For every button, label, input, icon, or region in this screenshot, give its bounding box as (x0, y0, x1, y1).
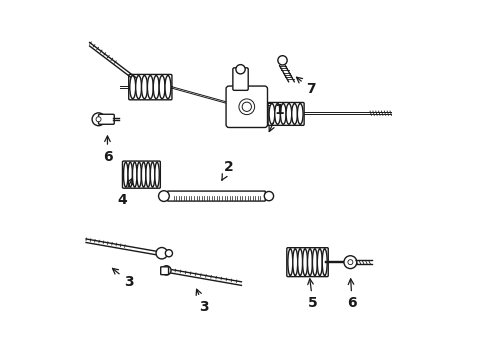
Circle shape (159, 191, 169, 202)
Ellipse shape (303, 249, 308, 275)
FancyBboxPatch shape (168, 191, 266, 201)
Ellipse shape (298, 249, 303, 275)
Text: 4: 4 (117, 178, 132, 207)
Circle shape (264, 192, 273, 201)
Circle shape (278, 56, 287, 65)
Ellipse shape (146, 162, 150, 187)
Ellipse shape (132, 162, 137, 187)
Circle shape (239, 99, 255, 114)
Circle shape (348, 260, 353, 265)
Ellipse shape (275, 104, 280, 124)
Text: 5: 5 (308, 279, 318, 310)
Ellipse shape (153, 76, 159, 99)
Circle shape (242, 102, 251, 111)
Ellipse shape (280, 104, 286, 124)
Circle shape (236, 64, 245, 74)
Text: 7: 7 (296, 77, 316, 96)
Text: 6: 6 (103, 136, 112, 164)
FancyBboxPatch shape (98, 114, 114, 124)
FancyBboxPatch shape (233, 68, 248, 90)
Circle shape (96, 117, 101, 122)
Circle shape (344, 256, 357, 269)
Text: 1: 1 (269, 103, 284, 131)
Text: 3: 3 (196, 289, 209, 314)
Ellipse shape (155, 162, 159, 187)
Ellipse shape (308, 249, 313, 275)
Circle shape (156, 248, 168, 259)
FancyBboxPatch shape (226, 86, 268, 127)
Ellipse shape (147, 76, 153, 99)
Ellipse shape (269, 104, 275, 124)
Text: 6: 6 (347, 279, 357, 310)
FancyBboxPatch shape (161, 267, 169, 275)
Ellipse shape (159, 76, 165, 99)
Ellipse shape (313, 249, 318, 275)
Ellipse shape (286, 104, 292, 124)
Text: 2: 2 (222, 161, 234, 180)
Ellipse shape (142, 76, 147, 99)
Ellipse shape (292, 104, 297, 124)
Ellipse shape (128, 162, 132, 187)
Ellipse shape (288, 249, 293, 275)
Circle shape (165, 249, 172, 257)
Ellipse shape (130, 76, 136, 99)
Circle shape (92, 113, 105, 126)
Ellipse shape (136, 76, 142, 99)
Ellipse shape (165, 76, 171, 99)
Ellipse shape (137, 162, 142, 187)
Circle shape (162, 266, 171, 275)
Ellipse shape (150, 162, 155, 187)
Text: 3: 3 (113, 268, 134, 289)
Ellipse shape (318, 249, 322, 275)
Ellipse shape (293, 249, 298, 275)
Ellipse shape (142, 162, 146, 187)
Ellipse shape (297, 104, 303, 124)
Ellipse shape (123, 162, 128, 187)
Ellipse shape (322, 249, 327, 275)
